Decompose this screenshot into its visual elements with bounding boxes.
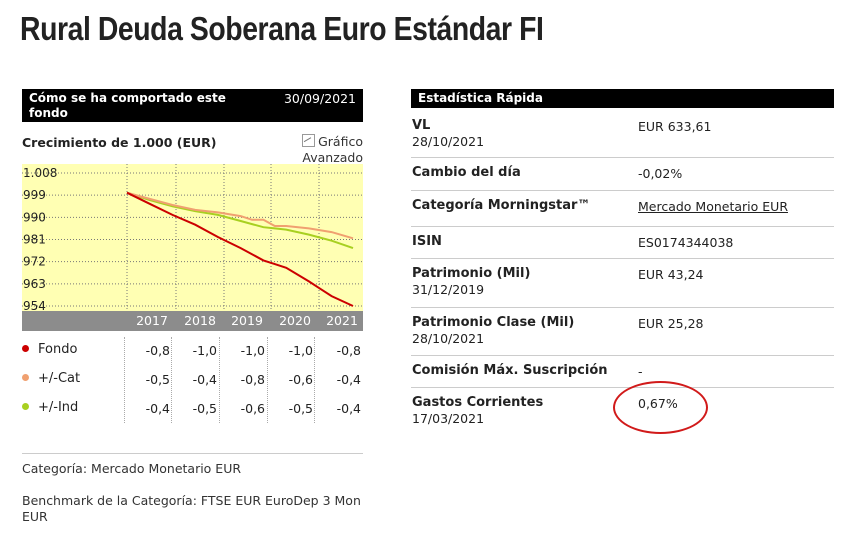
benchmark-label: Benchmark de la Categoría: <box>22 493 197 508</box>
stats-label: Patrimonio Clase (Mil) <box>412 315 575 330</box>
stats-value: -0,02% <box>638 166 683 181</box>
stats-header-title: Estadística Rápida <box>418 91 543 105</box>
benchmark-value-line2: EUR <box>22 509 48 524</box>
row-label: +/-Ind <box>38 400 79 415</box>
y-tick-label: 963 <box>23 277 46 291</box>
highlight-circle <box>613 381 708 434</box>
x-tick-label: 2020 <box>279 313 311 328</box>
table-cell: -0,6 <box>288 372 313 387</box>
row-label: +/-Cat <box>38 371 81 386</box>
stats-date: 17/03/2021 <box>412 411 485 426</box>
x-tick-label: 2017 <box>136 313 168 328</box>
performance-header-bar: Cómo se ha comportado este fondo 30/09/2… <box>22 89 363 122</box>
table-cell: -0,5 <box>145 372 170 387</box>
stats-date: 28/10/2021 <box>412 134 485 149</box>
stats-row: ISIN ES0174344038 <box>411 226 834 259</box>
footer-category: Categoría: Mercado Monetario EUR <box>22 461 241 477</box>
table-column-divider <box>171 337 172 423</box>
table-column-divider <box>314 337 315 423</box>
x-tick-label: 2019 <box>231 313 263 328</box>
stats-row: Comisión Máx. Suscripción - <box>411 355 834 388</box>
table-row: Fondo <box>22 342 77 362</box>
table-cell: -0,8 <box>336 343 361 358</box>
stats-value: EUR 25,28 <box>638 316 704 331</box>
legend-dot-icon <box>22 374 29 381</box>
stats-row: Patrimonio (Mil) 31/12/2019 EUR 43,24 <box>411 258 834 308</box>
chart-y-axis: 1.008 999 990 981 972 963 954 <box>23 166 57 313</box>
chart-year-band <box>22 311 363 331</box>
category-label: Categoría: <box>22 461 88 476</box>
table-cell: -0,4 <box>192 372 217 387</box>
x-tick-label: 2018 <box>184 313 216 328</box>
legend-dot-icon <box>22 403 29 410</box>
row-label: Fondo <box>38 342 78 357</box>
advanced-chart-link[interactable]: Gráfico Avanzado <box>300 134 363 166</box>
stats-date: 28/10/2021 <box>412 331 485 346</box>
table-cell: -0,4 <box>336 372 361 387</box>
y-tick-label: 990 <box>23 210 46 224</box>
category-link[interactable]: Mercado Monetario EUR <box>638 199 788 214</box>
divider <box>22 453 363 454</box>
table-cell: -0,5 <box>288 401 313 416</box>
table-column-divider <box>267 337 268 423</box>
chart-gridlines <box>22 164 363 311</box>
table-cell: -1,0 <box>240 343 265 358</box>
table-cell: -0,6 <box>240 401 265 416</box>
page-title: Rural Deuda Soberana Euro Estándar FI <box>20 10 544 47</box>
series-line-fondo <box>126 191 354 307</box>
advanced-link-line1: Gráfico <box>318 134 363 149</box>
stats-value: EUR 633,61 <box>638 119 712 134</box>
stats-row: VL 28/10/2021 EUR 633,61 <box>411 110 834 158</box>
stats-label: Gastos Corrientes <box>412 395 544 410</box>
table-row: +/-Ind <box>22 400 78 420</box>
line-chart-icon <box>302 134 316 147</box>
y-tick-label: 1.008 <box>23 166 57 180</box>
stats-label: Comisión Máx. Suscripción <box>412 363 608 378</box>
stats-label: ISIN <box>412 234 442 249</box>
table-column-divider <box>124 337 125 423</box>
table-cell: -0,4 <box>336 401 361 416</box>
table-cell: -1,0 <box>192 343 217 358</box>
table-row: +/-Cat <box>22 371 80 391</box>
stats-row: Patrimonio Clase (Mil) 28/10/2021 EUR 25,2… <box>411 307 834 356</box>
legend-dot-icon <box>22 345 29 352</box>
stats-value: - <box>638 364 643 379</box>
growth-chart: 1.008 999 990 981 972 963 954 2017 2018 2019 2020… <box>22 164 363 331</box>
series-line-cat <box>126 191 354 240</box>
advanced-link-line2: Avanzado <box>302 150 363 165</box>
stats-value: EUR 43,24 <box>638 267 704 282</box>
table-cell: -0,8 <box>145 343 170 358</box>
chart-plot-area <box>22 164 363 311</box>
growth-chart-title: Crecimiento de 1.000 (EUR) <box>22 135 217 150</box>
table-cell: -0,8 <box>240 372 265 387</box>
y-tick-label: 981 <box>23 233 46 247</box>
table-cell: -0,4 <box>145 401 170 416</box>
series-line-ind <box>126 191 354 250</box>
y-tick-label: 954 <box>23 299 46 313</box>
stats-row: Categoría Morningstar™ Mercado Monetario … <box>411 190 834 227</box>
stats-row: Cambio del día -0,02% <box>411 157 834 191</box>
stats-header-bar: Estadística Rápida <box>411 89 834 108</box>
table-cell: -0,5 <box>192 401 217 416</box>
chart-series <box>126 191 354 307</box>
table-column-divider <box>219 337 220 423</box>
stats-label: VL <box>412 118 431 133</box>
stats-value: ES0174344038 <box>638 235 734 250</box>
stats-label: Cambio del día <box>412 165 521 180</box>
stats-label: Patrimonio (Mil) <box>412 266 531 281</box>
benchmark-value-line1: FTSE EUR EuroDep 3 Mon <box>200 493 361 508</box>
category-value: Mercado Monetario EUR <box>91 461 242 476</box>
y-tick-label: 999 <box>23 188 46 202</box>
table-cell: -1,0 <box>288 343 313 358</box>
stats-date: 31/12/2019 <box>412 282 485 297</box>
chart-x-axis: 2017 2018 2019 2020 2021 <box>136 313 358 328</box>
stats-label: Categoría Morningstar™ <box>412 198 591 213</box>
x-tick-label: 2021 <box>326 313 358 328</box>
y-tick-label: 972 <box>23 255 46 269</box>
performance-header-date: 30/09/2021 <box>283 91 356 106</box>
performance-header-title: Cómo se ha comportado este fondo <box>29 91 226 120</box>
footer-benchmark: Benchmark de la Categoría: FTSE EUR Euro… <box>22 493 362 525</box>
